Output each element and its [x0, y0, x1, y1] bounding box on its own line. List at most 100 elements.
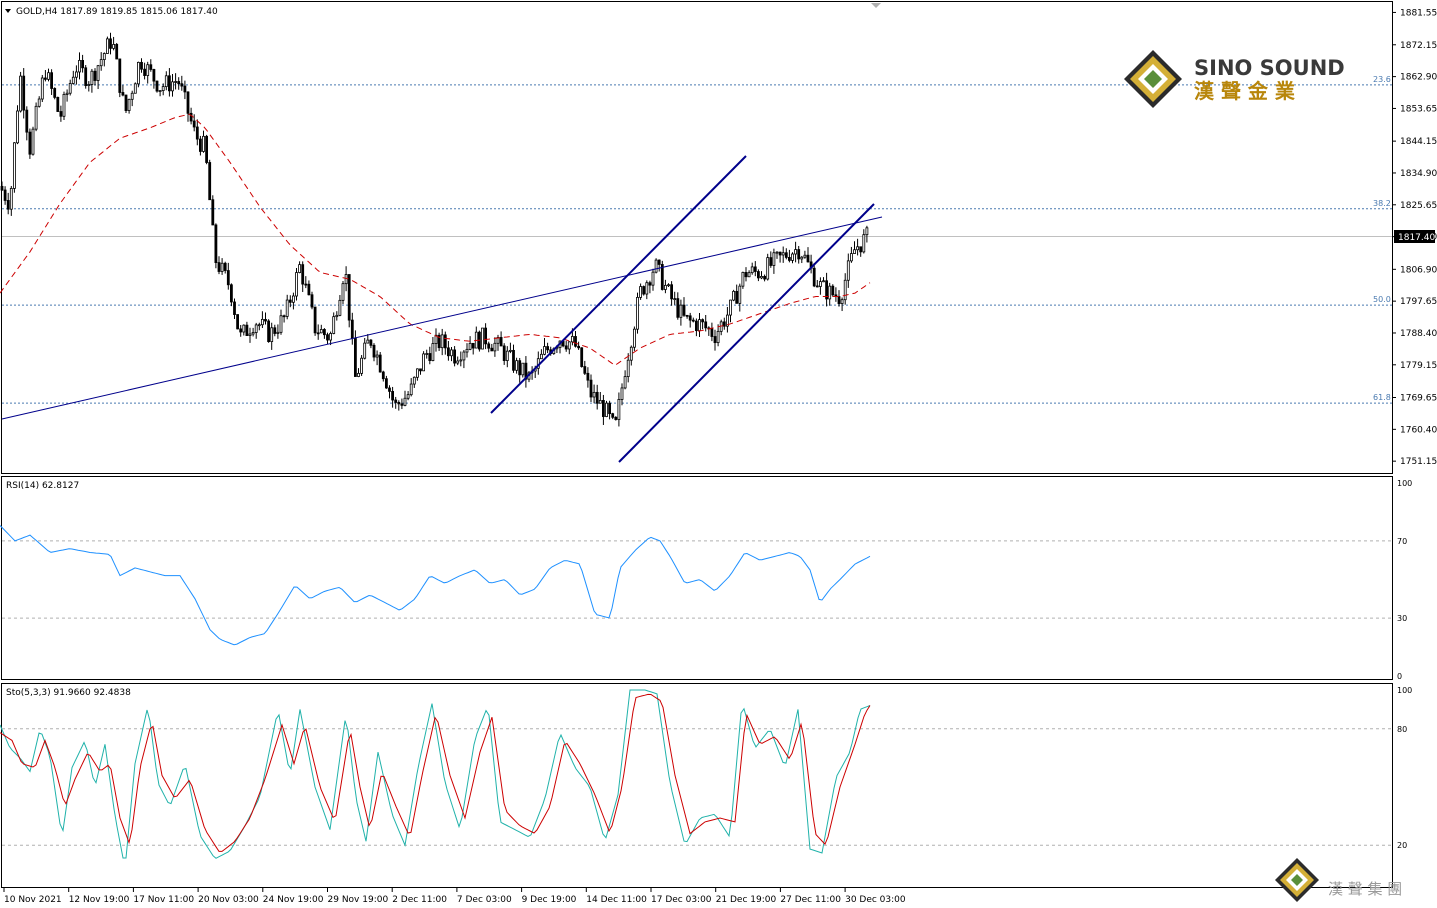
candle-body: [406, 394, 410, 399]
candle-body: [313, 306, 317, 334]
candle-body: [738, 285, 742, 304]
watermark-text: 漢 聲 集 團: [1328, 880, 1402, 898]
symbol-dropdown-icon[interactable]: [5, 9, 11, 13]
fib-label: 61.8: [1373, 393, 1391, 402]
candle-body: [102, 53, 106, 60]
candle-body: [332, 316, 336, 334]
candle-body: [496, 337, 500, 344]
price-tick-label: 1881.55: [1400, 8, 1437, 18]
candle-body: [657, 259, 661, 265]
candle-body: [840, 299, 844, 304]
candle-body: [732, 290, 735, 301]
candle-body: [757, 271, 760, 279]
candle-body: [437, 334, 441, 349]
candle-body: [806, 254, 810, 263]
candle-body: [546, 346, 549, 351]
candle-body: [25, 109, 29, 133]
candle-body: [512, 349, 515, 371]
candle-body: [366, 339, 370, 344]
candle-body: [667, 284, 670, 287]
candle-body: [251, 332, 255, 335]
time-tick-label: 24 Nov 19:00: [263, 895, 324, 905]
candle-body: [12, 142, 16, 189]
candle-body: [353, 337, 357, 377]
time-tick-label: 9 Dec 19:00: [522, 895, 577, 905]
candle-body: [65, 92, 69, 95]
candle-body: [59, 111, 63, 117]
candle-body: [812, 267, 816, 287]
time-tick-label: 30 Dec 03:00: [845, 895, 906, 905]
candle-body: [6, 200, 10, 210]
candle-body: [853, 249, 856, 254]
candle-body: [121, 92, 125, 96]
candle-body: [167, 75, 171, 92]
shift-marker[interactable]: [871, 3, 881, 8]
candle-body: [701, 319, 704, 323]
candle-body: [403, 397, 407, 406]
sto-tick-label: 80: [1397, 725, 1407, 734]
candle-body: [419, 368, 422, 372]
candle-body: [192, 120, 196, 128]
candle-body: [391, 390, 395, 401]
candle-body: [319, 329, 323, 334]
candle-body: [217, 262, 221, 272]
candle-body: [220, 262, 224, 272]
candle-body: [174, 81, 178, 83]
candle-body: [326, 334, 329, 341]
candle-body: [87, 84, 91, 86]
long-trendline[interactable]: [1, 216, 883, 420]
candle-body: [208, 162, 212, 201]
channel-upper-line[interactable]: [490, 155, 747, 414]
rsi-line: [0, 525, 871, 646]
fib-label: 23.6: [1373, 75, 1391, 84]
candle-body: [428, 353, 432, 361]
candle-body: [109, 38, 112, 49]
candle-body: [716, 330, 720, 344]
fib-levels: 23.6 38.2 50.0 61.8: [2, 75, 1392, 404]
rsi-axis: 100 70 30 0: [1397, 479, 1412, 681]
candle-body: [31, 128, 35, 155]
candle-body: [481, 327, 484, 350]
candle-body: [614, 416, 618, 420]
candle-body: [295, 272, 298, 297]
candle-body: [239, 328, 243, 333]
candle-body: [248, 333, 252, 336]
candle-body: [44, 77, 47, 80]
candle-body: [171, 81, 174, 92]
candle-body: [484, 327, 488, 345]
candle-body: [307, 283, 311, 296]
candle-body: [0, 185, 4, 191]
candle-body: [130, 92, 134, 100]
candle-body: [598, 400, 602, 404]
candle-body: [183, 85, 187, 93]
time-tick-label: 20 Nov 03:00: [198, 895, 259, 905]
candle-body: [431, 343, 435, 361]
candle-body: [434, 334, 438, 345]
candle-body: [862, 234, 866, 253]
candle-body: [84, 67, 88, 86]
candle-body: [40, 77, 44, 100]
candle-body: [279, 315, 283, 333]
candle-body: [202, 135, 205, 152]
candle-body: [505, 350, 509, 361]
rsi-panel: [1, 476, 1393, 680]
candle-body: [71, 76, 75, 84]
candle-body: [763, 276, 766, 280]
candle-body: [322, 329, 326, 336]
candle-body: [735, 290, 739, 304]
time-tick-label: 14 Dec 11:00: [586, 895, 647, 905]
candle-body: [350, 319, 354, 339]
candle-body: [273, 327, 277, 334]
candle-body: [276, 331, 280, 334]
candle-body: [571, 336, 574, 343]
candle-body: [800, 256, 804, 260]
candle-body: [282, 315, 286, 318]
candle-body: [784, 252, 788, 258]
sto-tick-label: 20: [1397, 841, 1407, 850]
candle-body: [341, 283, 345, 301]
channel-lower-line[interactable]: [618, 203, 875, 463]
candle-body: [682, 304, 686, 316]
time-tick-label: 17 Nov 11:00: [133, 895, 194, 905]
candle-body: [815, 285, 819, 288]
